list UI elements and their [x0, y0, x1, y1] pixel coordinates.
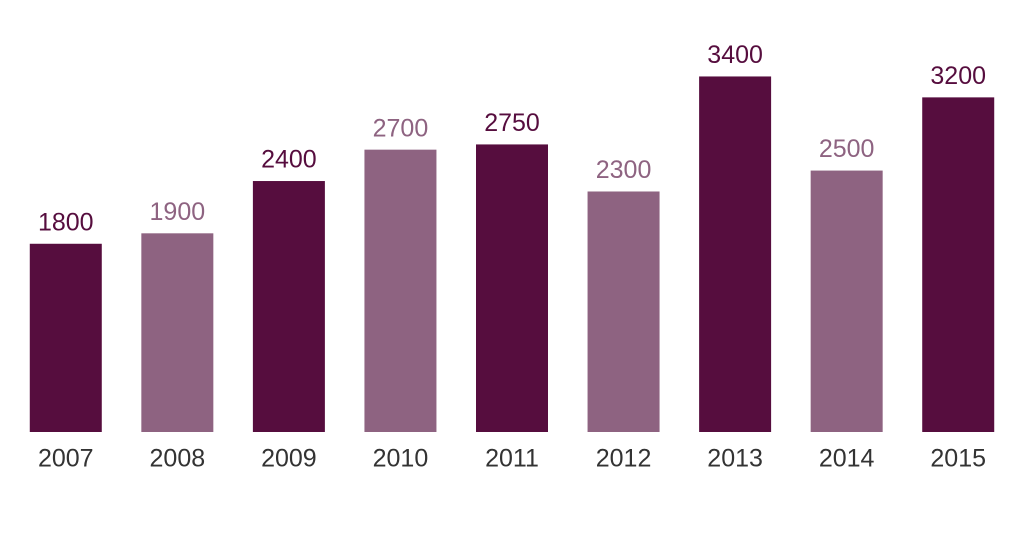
x-tick-label: 2014 — [819, 445, 875, 473]
value-label: 2500 — [819, 135, 875, 163]
x-tick-label: 2013 — [707, 445, 763, 473]
x-tick-label: 2009 — [261, 445, 317, 473]
value-label: 3400 — [707, 41, 763, 69]
bar — [364, 149, 437, 432]
x-tick-label: 2012 — [596, 445, 652, 473]
x-tick-label: 2007 — [38, 445, 94, 473]
value-label: 2750 — [484, 109, 540, 137]
x-tick-label: 2008 — [150, 445, 206, 473]
x-tick-label: 2011 — [485, 445, 539, 473]
bar — [810, 170, 883, 433]
value-label: 2300 — [596, 156, 652, 184]
bar — [141, 233, 214, 432]
value-label: 3200 — [930, 62, 986, 90]
bar — [476, 144, 548, 432]
x-tick-label: 2010 — [373, 445, 429, 473]
value-label: 2700 — [373, 114, 429, 142]
value-label: 1800 — [38, 208, 94, 236]
bar — [252, 181, 325, 432]
value-label: 2400 — [261, 146, 317, 174]
bar — [587, 191, 660, 432]
bar — [922, 97, 995, 432]
value-label: 1900 — [150, 198, 206, 226]
bar — [699, 76, 772, 432]
bar — [29, 243, 102, 432]
x-tick-label: 2015 — [930, 445, 986, 473]
